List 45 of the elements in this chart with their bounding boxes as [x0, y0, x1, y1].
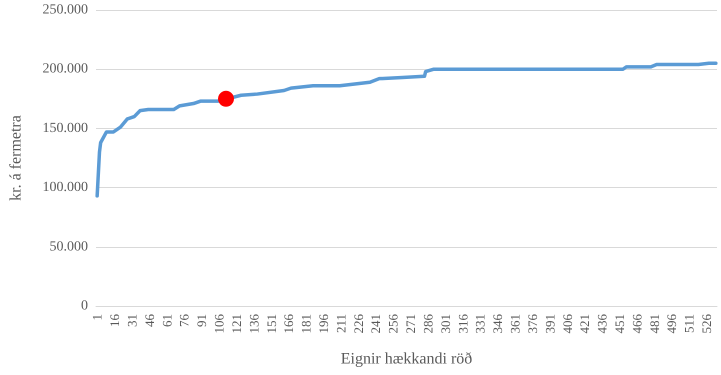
- x-tick-label: 376: [524, 314, 540, 334]
- x-tick-label: 466: [629, 314, 644, 334]
- x-tick-label: 511: [682, 314, 697, 334]
- x-tick-label: 421: [577, 314, 592, 334]
- x-tick-label: 316: [455, 314, 470, 334]
- x-tick-label: 166: [281, 314, 296, 334]
- x-tick-label: 436: [594, 314, 610, 334]
- x-tick-label: 451: [612, 314, 627, 334]
- x-tick-label: 271: [403, 314, 418, 334]
- x-axis-title: Eignir hækkandi röð: [340, 350, 472, 368]
- y-tick-label: 50.000: [50, 239, 88, 254]
- x-tick-label: 136: [246, 314, 262, 334]
- x-tick-label: 31: [124, 314, 140, 327]
- x-tick-label: 301: [438, 314, 453, 334]
- x-tick-label: 91: [194, 314, 210, 327]
- x-tick-label: 211: [333, 314, 348, 334]
- x-tick-label: 16: [107, 314, 122, 327]
- x-tick-label: 151: [264, 314, 279, 334]
- x-tick-label: 121: [228, 314, 244, 334]
- y-tick-label: 150.000: [42, 120, 88, 136]
- x-tick-label: 76: [176, 314, 192, 327]
- y-tick-label: 200.000: [42, 62, 88, 77]
- y-tick-label: 0: [81, 298, 88, 314]
- line-series: [95, 62, 718, 198]
- x-tick-label: 106: [212, 314, 227, 334]
- x-tick-label: 196: [316, 314, 332, 334]
- x-tick-label: 181: [298, 314, 314, 334]
- x-tick-label: 391: [542, 314, 558, 334]
- x-tick-label: 526: [699, 314, 714, 334]
- x-tick-label: 481: [646, 314, 662, 334]
- x-tick-label: 241: [368, 314, 384, 334]
- x-tick-label: 256: [386, 314, 401, 334]
- y-axis-title: kr. á fermetra: [8, 115, 24, 201]
- x-tick-label: 1: [90, 314, 105, 320]
- x-tick-label: 331: [472, 314, 488, 334]
- y-tick-label: 100.000: [42, 180, 88, 196]
- x-tick-label: 361: [508, 314, 523, 334]
- x-tick-label: 286: [420, 314, 436, 334]
- x-tick-label: 346: [490, 314, 506, 334]
- x-tick-label: 226: [350, 314, 366, 334]
- x-tick-label: 46: [142, 314, 157, 327]
- x-tick-label: 406: [560, 314, 575, 334]
- y-tick-label: 250.000: [42, 2, 88, 18]
- x-tick-label: 61: [159, 314, 174, 327]
- x-tick-label: 496: [664, 314, 680, 334]
